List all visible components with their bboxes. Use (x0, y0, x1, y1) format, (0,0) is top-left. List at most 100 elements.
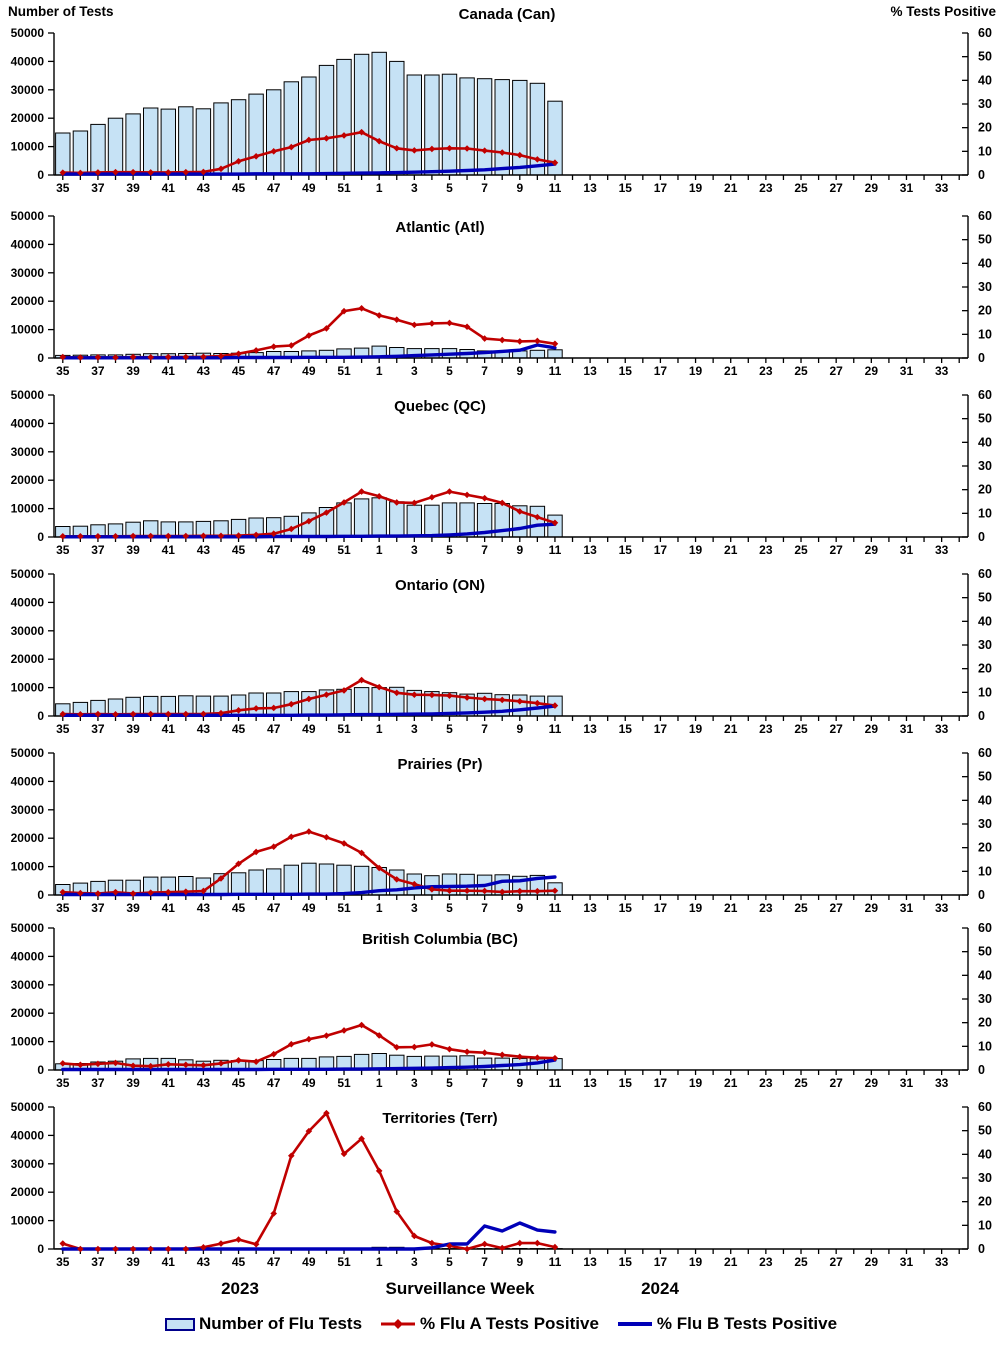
y-left-tick-label: 10000 (11, 140, 45, 154)
x-tick-label: 15 (619, 1255, 633, 1269)
x-tick-label: 13 (583, 901, 597, 915)
x-tick-label: 19 (689, 181, 703, 195)
y-left-tick-label: 50000 (11, 567, 45, 581)
x-tick-label: 27 (829, 1255, 843, 1269)
x-tick-label: 43 (197, 901, 211, 915)
y-left-tick-label: 0 (37, 888, 44, 902)
y-right-tick-label: 10 (978, 864, 992, 878)
x-tick-label: 39 (126, 722, 140, 736)
x-tick-label: 21 (724, 543, 738, 557)
x-tick-label: 35 (56, 1076, 70, 1090)
x-tick-label: 21 (724, 364, 738, 378)
bar (125, 113, 141, 176)
y-right-tick-label: 20 (978, 121, 992, 135)
x-tick-label: 43 (197, 364, 211, 378)
x-tick-label: 47 (267, 722, 281, 736)
x-tick-label: 1 (376, 1255, 383, 1269)
bar (248, 869, 264, 896)
x-tick-label: 11 (549, 722, 562, 736)
chart-legend: Number of Flu Tests % Flu A Tests Positi… (0, 1314, 1002, 1334)
y-right-tick-label: 50 (978, 233, 992, 247)
x-tick-label: 41 (162, 364, 176, 378)
y-left-tick-label: 50000 (11, 746, 45, 760)
x-tick-label: 5 (446, 722, 453, 736)
x-tick-label: 15 (619, 1076, 633, 1090)
y-right-tick-label: 50 (978, 945, 992, 959)
bar (529, 349, 546, 359)
y-right-tick-label: 0 (978, 888, 985, 902)
y-right-tick-label: 40 (978, 614, 992, 628)
x-tick-label: 9 (516, 722, 523, 736)
x-tick-label: 43 (197, 1255, 211, 1269)
panel-title: Ontario (ON) (395, 577, 485, 594)
y-left-tick-label: 10000 (11, 502, 45, 516)
y-right-tick-label: 60 (978, 1100, 992, 1114)
x-tick-label: 47 (267, 901, 281, 915)
x-tick-label: 51 (337, 364, 351, 378)
x-tick-label: 31 (900, 722, 914, 736)
x-tick-label: 27 (829, 1076, 843, 1090)
flu-a-markers (59, 305, 559, 361)
x-tick-label: 33 (935, 543, 949, 557)
y-right-tick-label: 20 (978, 483, 992, 497)
y-right-tick-label: 0 (978, 709, 985, 723)
y-right-tick-label: 10 (978, 506, 992, 520)
x-tick-label: 5 (446, 543, 453, 557)
bar (494, 79, 510, 176)
y-right-tick-label: 30 (978, 459, 992, 473)
flu-b-line (61, 343, 557, 360)
x-tick-label: 35 (56, 722, 70, 736)
x-tick-label: 13 (583, 181, 597, 195)
x-tick-label: 49 (302, 543, 316, 557)
x-axis-year-2024: 2024 (641, 1279, 679, 1298)
y-left-tick-label: 0 (37, 530, 44, 544)
x-tick-label: 33 (935, 1076, 949, 1090)
x-tick-label: 37 (91, 722, 105, 736)
x-tick-label: 15 (619, 901, 633, 915)
x-tick-label: 43 (197, 181, 211, 195)
x-tick-label: 49 (302, 1255, 316, 1269)
y-right-tick-label: 60 (978, 26, 992, 40)
x-tick-label: 7 (481, 1076, 488, 1090)
y-right-tick-label: 0 (978, 351, 985, 365)
x-tick-label: 37 (91, 1255, 105, 1269)
y-left-tick-label: 20000 (11, 294, 45, 308)
x-tick-label: 3 (411, 1255, 418, 1269)
y-right-tick-label: 0 (978, 1242, 985, 1256)
y-right-tick-label: 30 (978, 97, 992, 111)
x-tick-label: 21 (724, 1076, 738, 1090)
x-tick-label: 41 (162, 722, 176, 736)
panel-title: British Columbia (BC) (362, 931, 518, 948)
bar (476, 78, 493, 176)
bar (230, 872, 247, 896)
bar (512, 79, 528, 176)
x-tick-label: 33 (935, 901, 949, 915)
x-tick-label: 51 (337, 1076, 351, 1090)
x-tick-label: 19 (689, 543, 703, 557)
x-tick-label: 39 (126, 543, 140, 557)
x-tick-label: 13 (583, 722, 597, 736)
flu-b-line (61, 522, 557, 539)
x-tick-label: 41 (162, 1255, 176, 1269)
panel-on: 0 10000 20000 30000 40000 50000 0 10 20 30 40 50 60 3… (11, 567, 992, 736)
x-tick-label: 17 (654, 364, 668, 378)
legend-label-flu-a: % Flu A Tests Positive (420, 1314, 599, 1333)
x-tick-label: 23 (759, 1076, 773, 1090)
x-axis-title: Surveillance Week (385, 1279, 535, 1298)
x-tick-label: 15 (619, 364, 633, 378)
x-tick-label: 37 (91, 1076, 105, 1090)
x-tick-label: 31 (900, 901, 914, 915)
x-tick-label: 3 (411, 543, 418, 557)
y-right-tick-label: 50 (978, 591, 992, 605)
y-left-tick-label: 40000 (11, 949, 45, 963)
x-tick-label: 51 (337, 181, 351, 195)
y-left-tick-label: 20000 (11, 831, 45, 845)
y-right-tick-label: 50 (978, 50, 992, 64)
y-left-tick-label: 30000 (11, 83, 45, 97)
flu-b-line (61, 704, 557, 717)
x-tick-label: 33 (935, 364, 949, 378)
panel-title: Territories (Terr) (382, 1110, 497, 1127)
x-tick-label: 51 (337, 1255, 351, 1269)
bar (248, 692, 264, 717)
y-left-tick-label: 30000 (11, 803, 45, 817)
